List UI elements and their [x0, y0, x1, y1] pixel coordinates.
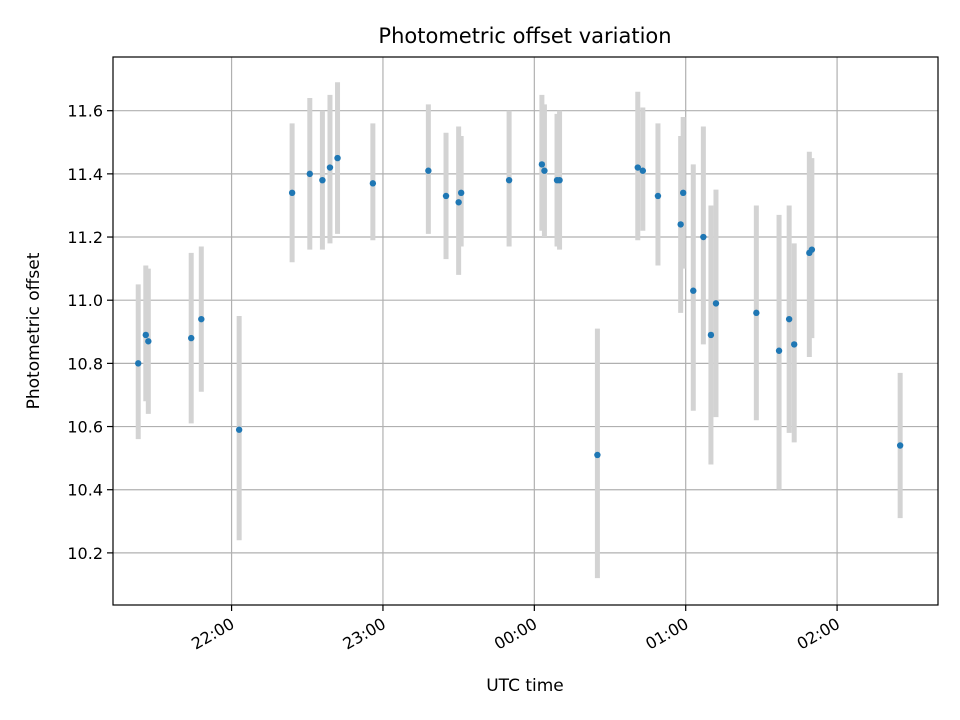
- x-tick-label: 00:00: [491, 614, 540, 654]
- y-axis-title: Photometric offset: [24, 252, 44, 409]
- data-point: [334, 154, 341, 162]
- data-point: [690, 287, 697, 294]
- y-tick-label: 11.0: [67, 291, 103, 310]
- data-point: [235, 426, 243, 433]
- y-tick-label: 10.2: [67, 544, 103, 563]
- chart-title: Photometric offset variation: [378, 24, 671, 48]
- data-point: [753, 309, 760, 317]
- y-tick-label: 11.2: [67, 228, 103, 247]
- data-point: [712, 300, 720, 307]
- data-point: [634, 164, 641, 171]
- grid: [113, 57, 938, 605]
- data-point: [677, 221, 684, 228]
- data-point: [594, 451, 601, 459]
- data-point: [639, 167, 647, 174]
- data-point: [775, 347, 783, 354]
- x-tick-label: 02:00: [794, 614, 843, 654]
- x-axis-title: UTC time: [486, 676, 564, 696]
- y-tick-label: 11.4: [67, 165, 103, 184]
- data-point: [538, 161, 546, 168]
- data-point: [198, 315, 205, 323]
- y-axis: 10.2 10.4 10.6 10.8 11.0 11.2 11.4 11.6: [67, 102, 113, 563]
- data-point: [326, 164, 334, 171]
- x-tick-label: 01:00: [642, 614, 691, 654]
- x-tick-label: 22:00: [188, 614, 237, 654]
- data-point: [188, 334, 195, 342]
- data-point: [288, 189, 296, 197]
- y-tick-label: 11.6: [67, 102, 103, 121]
- data-point: [505, 176, 513, 184]
- data-point: [142, 331, 149, 339]
- data-point: [654, 192, 662, 200]
- data-point: [896, 442, 904, 449]
- data-point: [790, 341, 798, 348]
- data-point: [306, 170, 313, 178]
- y-tick-label: 10.4: [67, 481, 103, 500]
- x-axis: 22:00 23:00 00:00 01:00 02:00: [188, 605, 843, 654]
- data-point: [700, 233, 707, 241]
- data-point: [455, 199, 462, 206]
- data-point: [707, 331, 715, 339]
- data-point: [442, 192, 450, 200]
- data-point: [135, 360, 142, 367]
- data-point: [145, 338, 152, 345]
- plot-frame: [112, 56, 939, 606]
- x-tick-label: 23:00: [340, 614, 389, 654]
- data-point: [319, 176, 326, 184]
- y-tick-label: 10.6: [67, 418, 103, 437]
- data-point: [457, 189, 465, 197]
- data-point: [556, 176, 563, 184]
- data-point: [541, 167, 548, 174]
- y-tick-label: 10.8: [67, 354, 103, 373]
- data-point: [425, 167, 432, 174]
- data-point: [369, 180, 377, 187]
- data-point: [679, 189, 687, 197]
- error-bars: [135, 82, 903, 579]
- data-point: [785, 315, 793, 323]
- data-points: [135, 154, 904, 459]
- data-point: [808, 246, 816, 253]
